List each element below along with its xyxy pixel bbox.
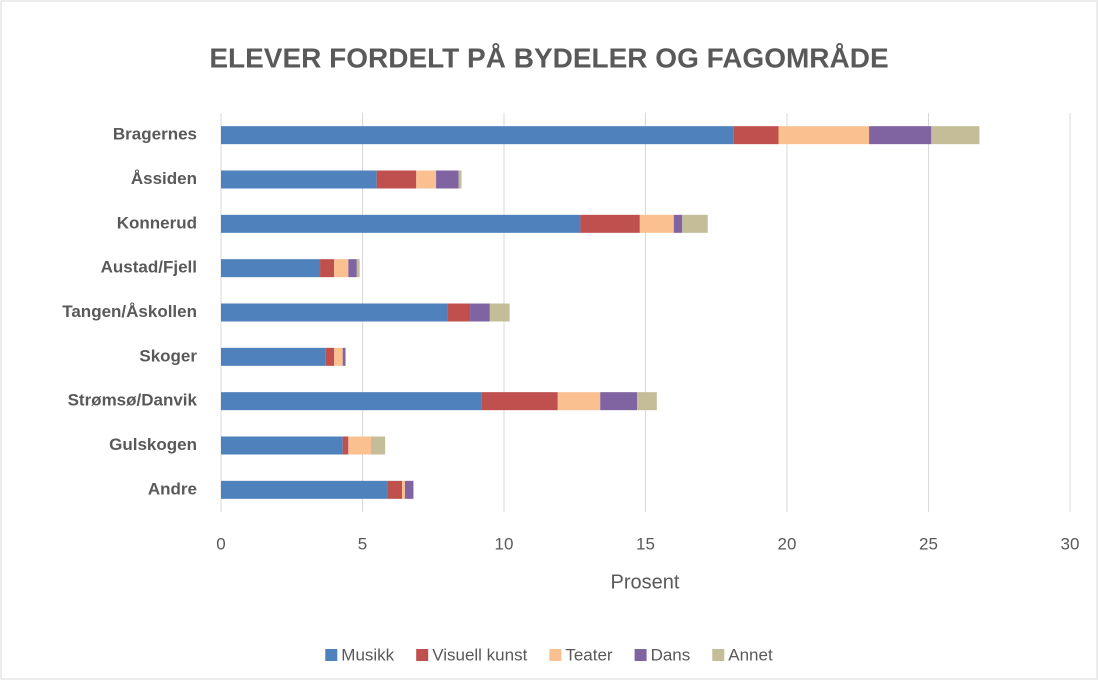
bar-segment [402, 480, 405, 499]
x-tick-label: 10 [495, 534, 514, 553]
legend-label: Annet [728, 645, 773, 664]
x-tick-label: 30 [1061, 534, 1080, 553]
legend-swatch [712, 649, 725, 661]
legend-swatch [549, 649, 562, 661]
x-tick-label: 0 [216, 534, 225, 553]
bar-segment [481, 392, 558, 411]
legend-label: Musikk [341, 645, 394, 664]
bar-segment [869, 126, 932, 145]
bar-segment [436, 170, 459, 189]
bar-segment [348, 436, 371, 455]
y-tick-label: Andre [148, 479, 197, 498]
bar-segment [221, 480, 388, 499]
bar-segment [221, 392, 482, 411]
bar-segment [348, 259, 357, 278]
x-axis-title: Prosent [611, 571, 680, 593]
bar-segment [447, 303, 471, 322]
bar-segment [637, 392, 657, 411]
bar-segment [221, 347, 326, 366]
bar-segment [221, 436, 343, 455]
bar-segment [458, 170, 462, 189]
y-tick-label: Strømsø/Danvik [68, 391, 198, 410]
bar-segment [404, 480, 414, 499]
x-tick-label: 5 [358, 534, 367, 553]
bar-segment [320, 259, 335, 278]
bar-segment [356, 259, 360, 278]
legend-label: Teater [565, 645, 613, 664]
y-tick-label: Skoger [139, 346, 197, 365]
y-tick-label: Austad/Fjell [101, 258, 197, 277]
bar-segment [370, 436, 386, 455]
legend-swatch [634, 649, 647, 661]
bar-segment [557, 392, 601, 411]
legend-swatch [325, 649, 338, 661]
bar-segment [387, 480, 403, 499]
y-tick-label: Tangen/Åskollen [62, 302, 197, 321]
bar-segment [334, 347, 343, 366]
bar-segment [489, 303, 510, 322]
bar-segment [470, 303, 490, 322]
legend-label: Visuell kunst [432, 645, 527, 664]
chart-title: ELEVER FORDELT PÅ BYDELER OG FAGOMRÅDE [209, 42, 888, 73]
legend-label: Dans [651, 645, 691, 664]
y-tick-label: Konnerud [117, 213, 197, 232]
bar-segment [334, 259, 349, 278]
bar-segment [342, 436, 349, 455]
bar-segment [600, 392, 638, 411]
bar-segment [221, 170, 377, 189]
bar-segment [639, 214, 674, 233]
x-tick-label: 20 [778, 534, 797, 553]
bar-segment [221, 303, 448, 322]
bar-segment [221, 214, 581, 233]
x-tick-label: 25 [919, 534, 938, 553]
bar-segment [221, 126, 734, 145]
x-tick-label: 15 [636, 534, 655, 553]
y-tick-label: Gulskogen [109, 435, 197, 454]
bar-segment [931, 126, 980, 145]
bar-segment [342, 347, 346, 366]
bar-segment [376, 170, 417, 189]
y-tick-label: Bragernes [113, 125, 197, 144]
bar-segment [325, 347, 335, 366]
bar-segment [778, 126, 870, 145]
bar-segment [580, 214, 640, 233]
bar-segment [673, 214, 683, 233]
bar-segment [682, 214, 708, 233]
y-tick-label: Åssiden [131, 169, 197, 188]
bar-segment [221, 259, 321, 278]
bar-segment [733, 126, 779, 145]
bar-segment [416, 170, 437, 189]
legend-swatch [416, 649, 429, 661]
